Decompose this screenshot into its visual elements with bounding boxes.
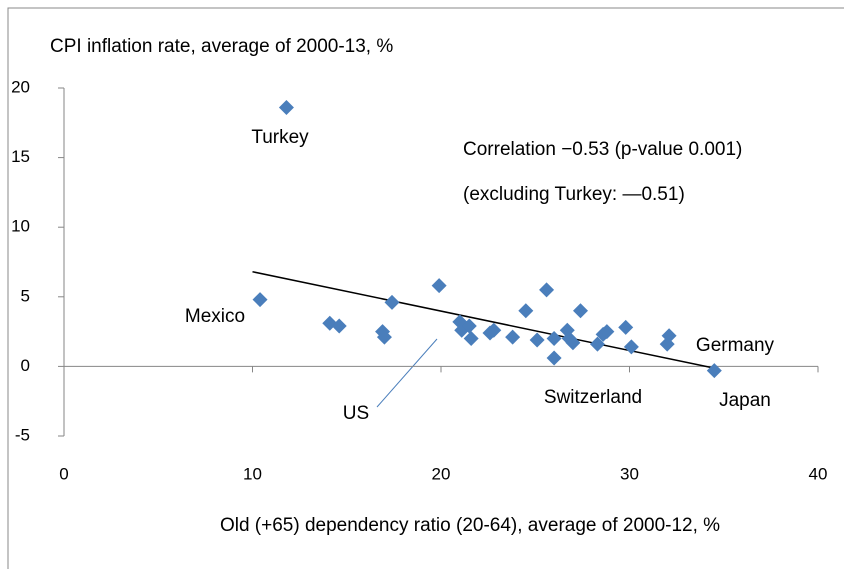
point [661,328,677,344]
point [565,335,581,351]
annotation: US [343,403,369,424]
point [546,350,562,366]
point [599,324,615,340]
x-tick-label: 0 [59,464,68,483]
annotation: Turkey [251,127,309,148]
point [505,329,521,345]
point [486,322,502,338]
chart-frame [7,7,844,569]
point [278,99,294,115]
x-tick-label: 40 [809,464,828,483]
annotation: Correlation −0.53 (p-value 0.001) [463,139,742,160]
annotation: Mexico [185,306,245,327]
point [384,294,400,310]
point [331,318,347,334]
point [431,278,447,294]
x-axis-label: Old (+65) dependency ratio (20-64), aver… [220,515,720,536]
x-tick-label: 10 [243,464,262,483]
point [589,336,605,352]
chart-title: CPI inflation rate, average of 2000-13, … [50,36,393,57]
x-tick-label: 20 [432,464,451,483]
point [461,318,477,334]
annotation: (excluding Turkey: —0.51) [463,184,685,205]
x-tick-label: 30 [620,464,639,483]
point [376,329,392,345]
point [518,303,534,319]
y-tick-label: -5 [15,425,30,444]
point [572,303,588,319]
point [463,331,479,347]
point [539,282,555,298]
y-tick-label: 0 [21,356,30,375]
annotation: Germany [696,335,775,356]
point [546,331,562,347]
trend-line [252,271,713,369]
point [623,339,639,355]
y-tick-label: 10 [11,217,30,236]
y-tick-label: 20 [11,77,30,96]
annotation: Japan [719,390,771,411]
y-tick-label: 15 [11,147,30,166]
annotation-leader [376,338,438,408]
point [706,363,722,379]
point [618,319,634,335]
y-tick-label: 5 [21,286,30,305]
point [252,292,268,308]
annotation: Switzerland [544,387,642,408]
point [529,332,545,348]
